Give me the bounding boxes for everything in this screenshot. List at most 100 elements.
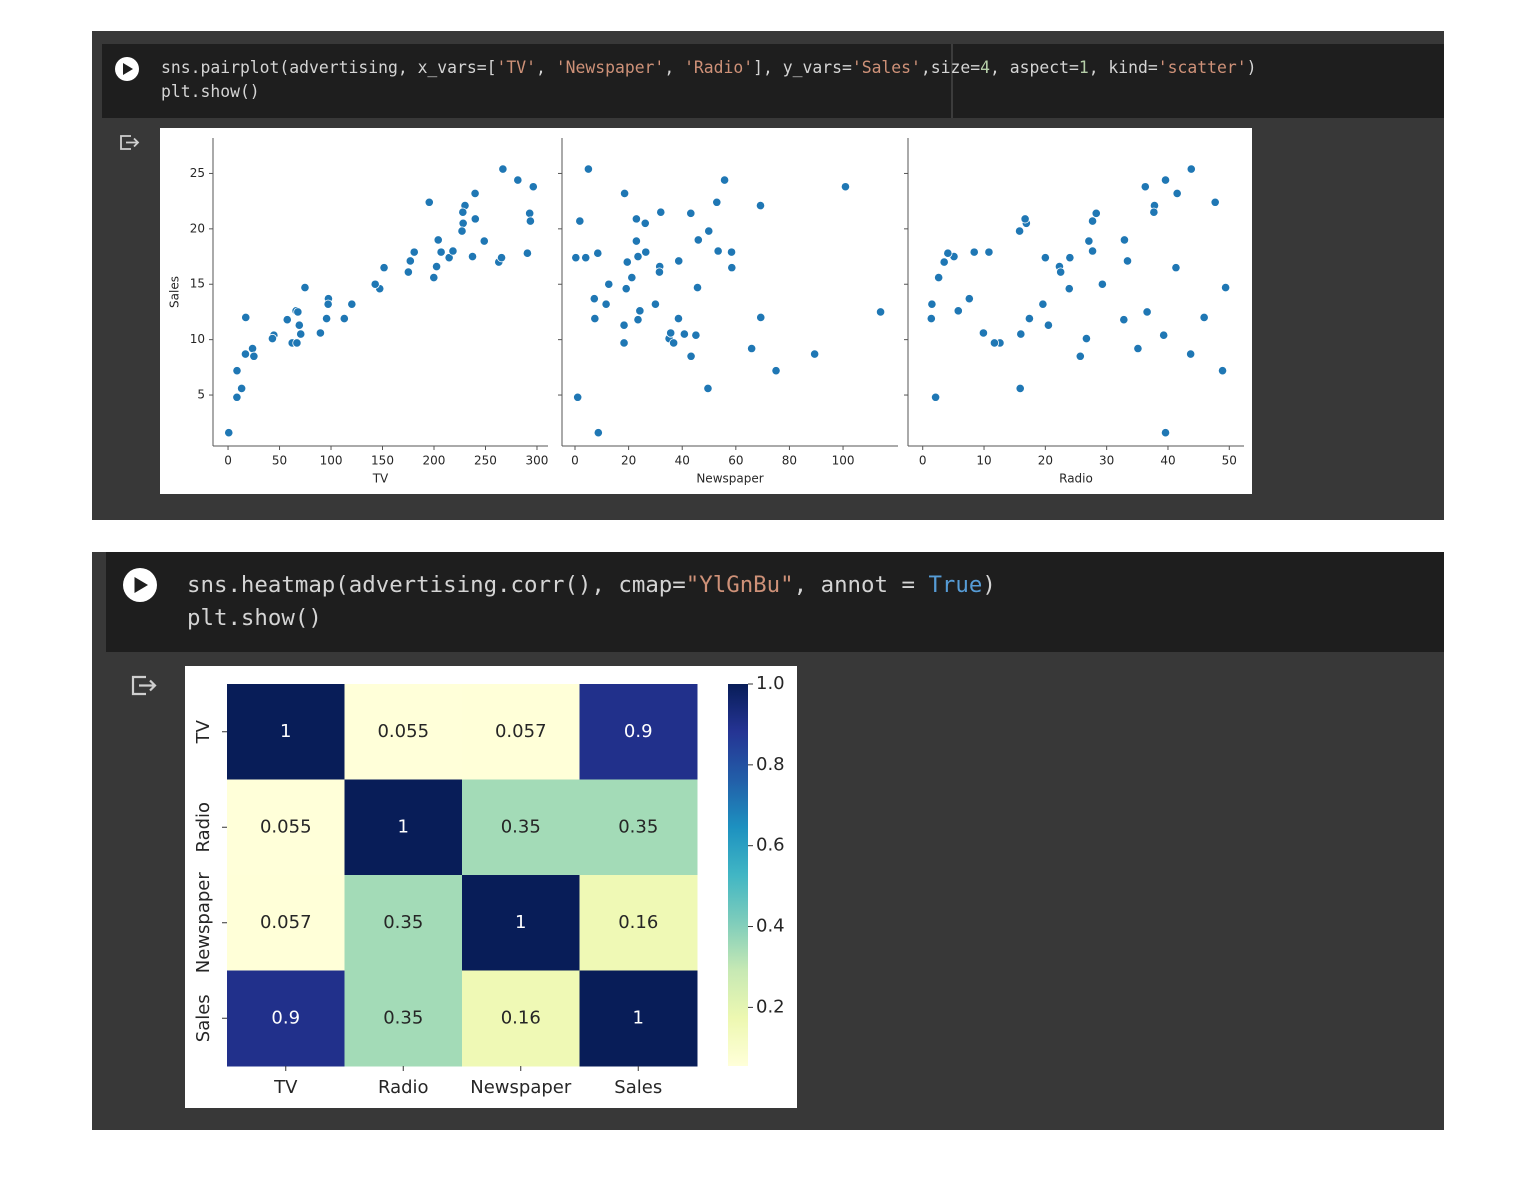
scatter-point — [1043, 320, 1054, 330]
cell-annotation: 0.057 — [495, 721, 547, 742]
output-icon-arrow[interactable] — [139, 679, 157, 692]
scatter-point — [969, 247, 979, 257]
run-triangle[interactable] — [123, 63, 133, 75]
heatmap-cell — [462, 779, 580, 876]
scatter-point — [927, 299, 937, 309]
code-token: 'TV' — [497, 58, 536, 77]
code-token: sns.heatmap(advertising.corr(), cmap= — [187, 572, 686, 598]
scatter-point — [470, 188, 480, 198]
scatter-point — [573, 392, 583, 402]
scatter-point — [619, 188, 630, 198]
code-token: , — [664, 58, 684, 77]
scatter-point — [339, 313, 349, 324]
scatter-point — [1015, 383, 1025, 393]
heatmap-cell — [227, 875, 345, 971]
scatter-point — [619, 338, 629, 348]
scatter-point — [669, 338, 679, 348]
scatter-point — [1087, 216, 1098, 226]
scatter-point — [589, 294, 599, 304]
code-token: , — [536, 58, 556, 77]
scatter-point — [403, 267, 413, 277]
scatter-point — [621, 284, 631, 294]
output-icon[interactable] — [120, 135, 140, 150]
colorbar-tick-label: 1.0 — [756, 673, 785, 694]
scatter-point — [964, 294, 974, 304]
y-tick-label: 20 — [190, 221, 205, 235]
scatter-point — [943, 248, 953, 258]
scatter-point — [1081, 333, 1092, 344]
scatter-point — [692, 282, 703, 293]
output-icon-arrow[interactable] — [126, 137, 140, 148]
scatter-point — [631, 214, 641, 224]
cell-annotation: 0.35 — [383, 912, 423, 933]
cell-annotation: 1 — [398, 816, 409, 837]
run-button[interactable] — [123, 568, 157, 602]
heatmap-cell — [344, 875, 463, 971]
scatter-point — [405, 256, 415, 266]
heatmap-cell — [462, 970, 580, 1067]
scatter-point — [691, 330, 701, 340]
scatter-point — [654, 267, 665, 277]
x-tick-label: Radio — [378, 1077, 429, 1098]
scatter-point — [267, 333, 278, 344]
scatter-point — [458, 218, 468, 228]
scatter-point — [525, 208, 535, 218]
cell-annotation: 0.057 — [260, 912, 312, 933]
x-tick-label: 30 — [1099, 454, 1114, 468]
scatter-point — [810, 349, 820, 359]
scatter-point — [1084, 236, 1094, 246]
scatter-point — [593, 248, 603, 258]
scatter-point — [1210, 197, 1220, 207]
scatter-point — [1056, 267, 1066, 277]
scatter-point — [571, 253, 581, 263]
scatter-point — [686, 351, 696, 361]
scatter-point — [631, 236, 641, 246]
scatter-point — [237, 383, 247, 393]
scatter-point — [704, 226, 714, 236]
heatmap-cell — [462, 684, 580, 780]
scatter-point — [433, 235, 443, 245]
output-icon-frame[interactable] — [131, 675, 146, 696]
run-triangle[interactable] — [134, 577, 149, 593]
scatter-point — [315, 328, 326, 338]
scatter-point — [583, 164, 594, 174]
code-token: plt.show() — [161, 82, 260, 101]
scatter-point — [1160, 428, 1171, 438]
cell-annotation: 0.16 — [618, 912, 658, 933]
scatter-point — [686, 208, 696, 218]
code-token: "YlGnBu" — [686, 572, 794, 598]
scatter-point — [656, 207, 666, 217]
scatter-point — [498, 164, 508, 174]
scatter-point — [370, 279, 380, 289]
heatmap-cell — [344, 684, 463, 780]
scatter-point — [1024, 313, 1035, 324]
scatter-point — [622, 257, 632, 267]
run-button[interactable] — [115, 57, 139, 81]
output-icon-frame[interactable] — [120, 135, 131, 150]
x-tick-label: 20 — [1038, 454, 1053, 468]
scatter-point — [650, 299, 661, 309]
scatter-point — [674, 256, 684, 266]
scatter-point — [282, 315, 292, 325]
code-token: plt.show() — [187, 605, 322, 631]
scatter-point — [496, 253, 507, 263]
scatter-point — [457, 226, 467, 236]
code-token: True — [928, 572, 982, 598]
scatter-point — [1160, 175, 1171, 185]
code-token: , kind= — [1089, 58, 1158, 77]
colorbar-tick-label: 0.2 — [756, 996, 785, 1017]
scatter-point — [703, 383, 713, 393]
scatter-point — [300, 282, 310, 293]
scatter-point — [673, 313, 684, 324]
output-icon[interactable] — [131, 675, 157, 696]
scatter-point — [719, 175, 730, 185]
x-tick-label: 200 — [423, 454, 446, 468]
code-token: 'Sales' — [852, 58, 921, 77]
cell-annotation: 0.9 — [271, 1007, 300, 1028]
x-tick-label: 20 — [621, 454, 636, 468]
scatter-point — [693, 235, 703, 245]
heatmap-cell — [579, 779, 698, 876]
scatter-point — [1038, 299, 1048, 309]
cell-annotation: 0.16 — [501, 1007, 541, 1028]
y-tick-label: Sales — [193, 994, 214, 1042]
